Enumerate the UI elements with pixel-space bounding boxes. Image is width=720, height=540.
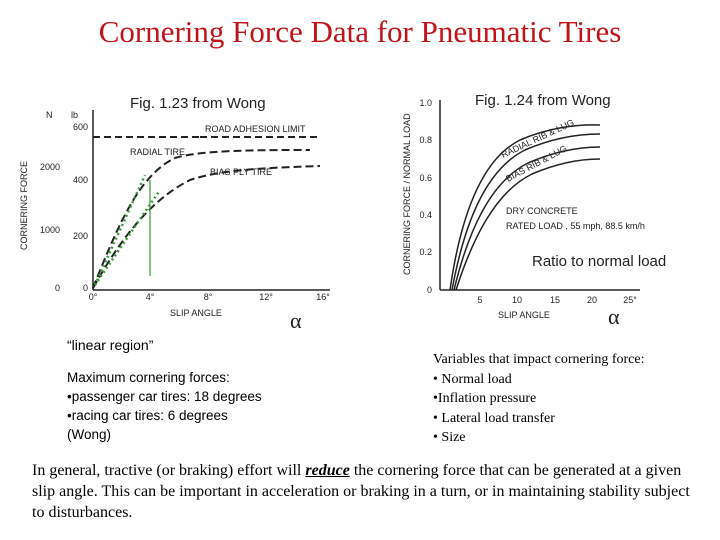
- text-line: •passenger car tires: 18 degrees: [67, 389, 262, 404]
- figure-right: Fig. 1.24 from Wong CORNERING FORCE / NO…: [402, 92, 666, 329]
- x-label: SLIP ANGLE: [170, 308, 222, 318]
- figure-left: Fig. 1.23 from Wong N lb CORNERING FORCE…: [19, 95, 330, 333]
- text-line: Variables that impact cornering force:: [433, 352, 645, 367]
- tick-label: 15: [550, 295, 560, 305]
- curve: [453, 146, 601, 291]
- tick-label: 0: [427, 285, 432, 295]
- tick-label: 2000: [40, 162, 60, 172]
- slide-title: Cornering Force Data for Pneumatic Tires: [98, 14, 622, 49]
- tick-label: 200: [73, 231, 88, 241]
- tick-label: 0.6: [419, 173, 432, 183]
- max-forces: Maximum cornering forces: •passenger car…: [67, 368, 262, 444]
- curve: [451, 133, 601, 291]
- tick-label: 5: [477, 295, 482, 305]
- text-line: • Size: [433, 430, 466, 445]
- tick-label: 25°: [623, 295, 637, 305]
- tick-label: 12°: [259, 292, 273, 302]
- tick-label: 0.2: [419, 247, 432, 257]
- text-line: •racing car tires: 6 degrees: [67, 408, 228, 423]
- tick-label: 8°: [204, 292, 213, 302]
- tick-label: 400: [73, 175, 88, 185]
- paragraph: In general, tractive (or braking) effort…: [32, 460, 702, 523]
- caption: Fig. 1.23 from Wong: [130, 95, 266, 112]
- text-line: • Normal load: [433, 371, 512, 387]
- curve-label: BIAS PLY TIRE: [210, 167, 272, 177]
- tick-label: 0: [55, 283, 60, 293]
- curve-label: ROAD ADHESION LIMIT: [205, 124, 306, 134]
- tick-label: 0°: [89, 292, 98, 302]
- tick-label: 4°: [146, 292, 155, 302]
- symbol: α: [290, 308, 302, 333]
- tick-label: 10: [512, 295, 522, 305]
- x-label: SLIP ANGLE: [498, 310, 550, 320]
- tick-label: 20: [587, 295, 597, 305]
- linear-note: “linear region”: [67, 337, 154, 353]
- caption: Fig. 1.24 from Wong: [475, 92, 611, 109]
- text-line: •Inflation pressure: [433, 391, 537, 406]
- emphasis: reduce: [305, 462, 350, 479]
- condition: RATED LOAD , 55 mph, 88.5 km/h: [506, 221, 645, 231]
- tick-label: 0.8: [419, 135, 432, 145]
- tick-label: 0: [83, 283, 88, 293]
- linear-fit: [93, 189, 162, 286]
- unit: lb: [71, 110, 78, 120]
- tick-label: 1.0: [419, 98, 432, 108]
- y-label: CORNERING FORCE: [19, 161, 29, 250]
- linear-fit: [93, 174, 147, 286]
- bias-curve: [92, 165, 321, 289]
- text: the cornering force that can be generate…: [32, 462, 690, 521]
- radial-curve: [92, 149, 311, 289]
- text-line: Maximum cornering forces:: [67, 370, 230, 385]
- text-line: • Lateral load transfer: [433, 410, 555, 426]
- unit: N: [46, 110, 53, 120]
- note: Ratio to normal load: [532, 253, 666, 270]
- curve-label: RADIAL TIRE: [130, 147, 185, 157]
- text-line: (Wong): [67, 427, 112, 442]
- text: In general, tractive (or braking) effort…: [32, 462, 306, 479]
- tick-label: 0.4: [419, 210, 432, 220]
- tick-label: 600: [73, 122, 88, 132]
- curve: [455, 158, 601, 291]
- symbol: α: [608, 304, 620, 329]
- condition: DRY CONCRETE: [506, 206, 578, 216]
- variables: Variables that impact cornering force: •…: [433, 350, 644, 448]
- tick-label: 1000: [40, 225, 60, 235]
- y-label: CORNERING FORCE / NORMAL LOAD: [402, 113, 412, 275]
- curve: [449, 124, 601, 291]
- tick-label: 16°: [316, 292, 330, 302]
